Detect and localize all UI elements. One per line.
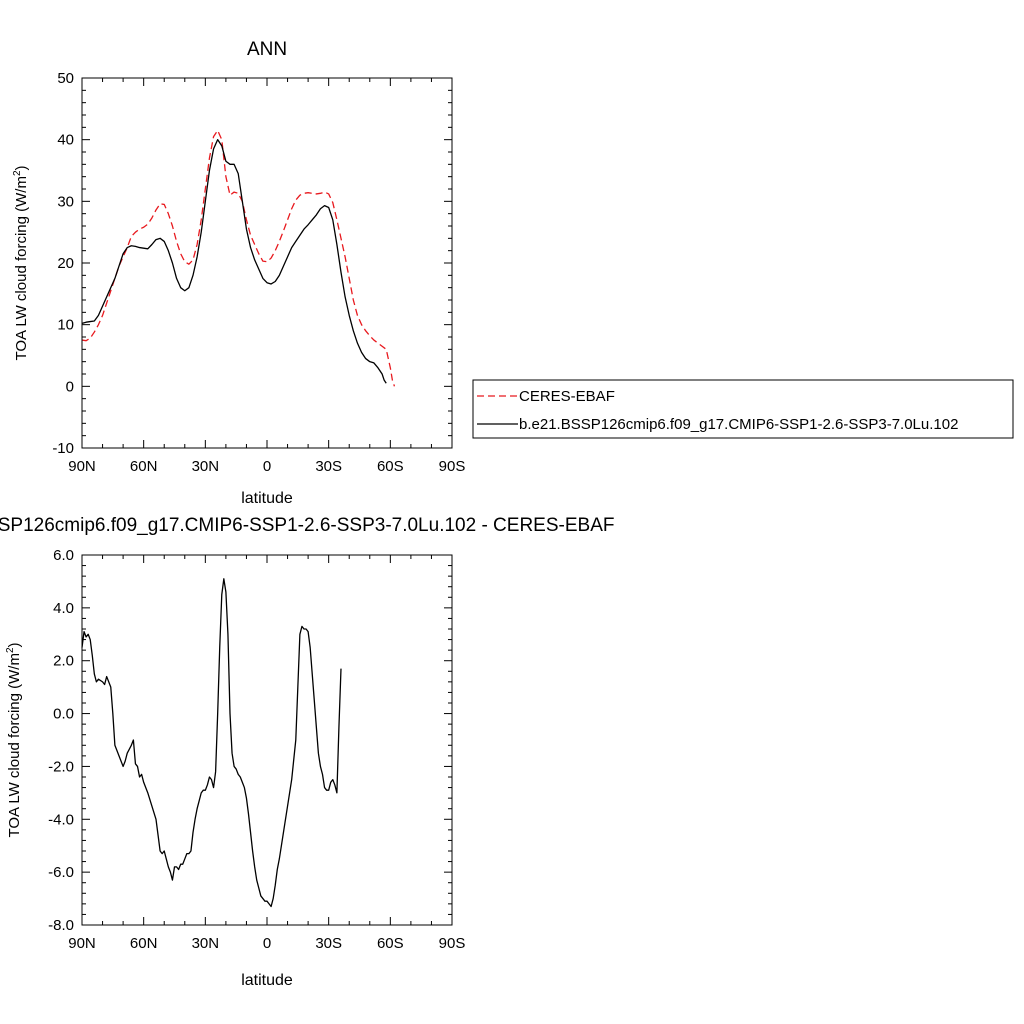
- x-tick-label: 30S: [315, 935, 342, 952]
- y-tick-label: 6.0: [53, 547, 74, 564]
- y-tick-label: 20: [57, 255, 74, 272]
- x-tick-label: 90N: [68, 935, 96, 952]
- y-tick-label: 10: [57, 317, 74, 334]
- y-tick-label: -6.0: [48, 864, 74, 881]
- bottom-y-axis-label: TOA LW cloud forcing (W/m2): [5, 642, 23, 837]
- bottom-plot-frame: [81, 554, 453, 926]
- x-tick-label: 90N: [68, 458, 96, 475]
- y-tick-label: 0: [66, 378, 74, 395]
- top-y-axis: 50 40 30 20 10 0 -10: [52, 70, 452, 457]
- top-series-line-1: [81, 139, 387, 384]
- x-tick-label: 0: [263, 935, 271, 952]
- top-series-line-0: [81, 129, 396, 387]
- y-tick-label: 40: [57, 132, 74, 149]
- bottom-series-line-0: [81, 578, 342, 908]
- bottom-y-axis-label-superscript: 2: [5, 647, 16, 653]
- bottom-chart-title: b.e21.BSSP126cmip6.f09_g17.CMIP6-SSP1-2.…: [0, 515, 614, 536]
- y-tick-label: 2.0: [53, 653, 74, 670]
- top-y-axis-label-close: ): [13, 165, 30, 170]
- x-tick-label: 60S: [377, 458, 404, 475]
- y-tick-label: -10: [52, 440, 74, 457]
- x-tick-label: 60N: [130, 935, 158, 952]
- top-y-axis-label: TOA LW cloud forcing (W/m2): [12, 165, 30, 360]
- top-plot-frame: [81, 77, 453, 449]
- x-tick-label: 30N: [192, 935, 220, 952]
- y-tick-label: 30: [57, 193, 74, 210]
- top-y-axis-label-superscript: 2: [12, 170, 23, 176]
- legend-box: [472, 379, 1014, 439]
- top-legend: CERES-EBAF b.e21.BSSP126cmip6.f09_g17.CM…: [472, 379, 1014, 439]
- top-x-axis-label: latitude: [241, 490, 293, 507]
- bottom-line-chart: b.e21.BSSP126cmip6.f09_g17.CMIP6-SSP1-2.…: [0, 515, 614, 989]
- y-tick-label: 4.0: [53, 600, 74, 617]
- x-tick-label: 90S: [439, 935, 466, 952]
- top-series-group: [81, 129, 396, 387]
- legend-label-model: b.e21.BSSP126cmip6.f09_g17.CMIP6-SSP1-2.…: [519, 416, 958, 433]
- top-y-axis-label-main: TOA LW cloud forcing (W/m: [13, 176, 30, 361]
- bottom-y-axis-label-main: TOA LW cloud forcing (W/m: [6, 653, 23, 838]
- y-tick-label: -4.0: [48, 811, 74, 828]
- x-tick-label: 0: [263, 458, 271, 475]
- y-tick-label: 50: [57, 70, 74, 87]
- bottom-y-axis: 6.0 4.0 2.0 0.0 -2.0 -4.0 -6.0 -8.0: [48, 547, 452, 934]
- y-tick-label: -2.0: [48, 758, 74, 775]
- bottom-x-axis-label: latitude: [241, 972, 293, 989]
- x-tick-label: 90S: [439, 458, 466, 475]
- legend-label-ceres: CERES-EBAF: [519, 388, 615, 405]
- x-tick-label: 60N: [130, 458, 158, 475]
- x-tick-label: 60S: [377, 935, 404, 952]
- x-tick-label: 30N: [192, 458, 220, 475]
- top-line-chart: ANN 50 40 30 20 10 0 -10 90N 60N 30N 0 30S 60S 90S l…: [12, 39, 1014, 507]
- bottom-x-axis: 90N 60N 30N 0 30S 60S 90S: [68, 555, 465, 952]
- y-tick-label: 0.0: [53, 706, 74, 723]
- bottom-y-axis-label-close: ): [6, 642, 23, 647]
- top-chart-title: ANN: [247, 39, 287, 60]
- x-tick-label: 30S: [315, 458, 342, 475]
- bottom-series-group: [81, 578, 342, 908]
- y-tick-label: -8.0: [48, 917, 74, 934]
